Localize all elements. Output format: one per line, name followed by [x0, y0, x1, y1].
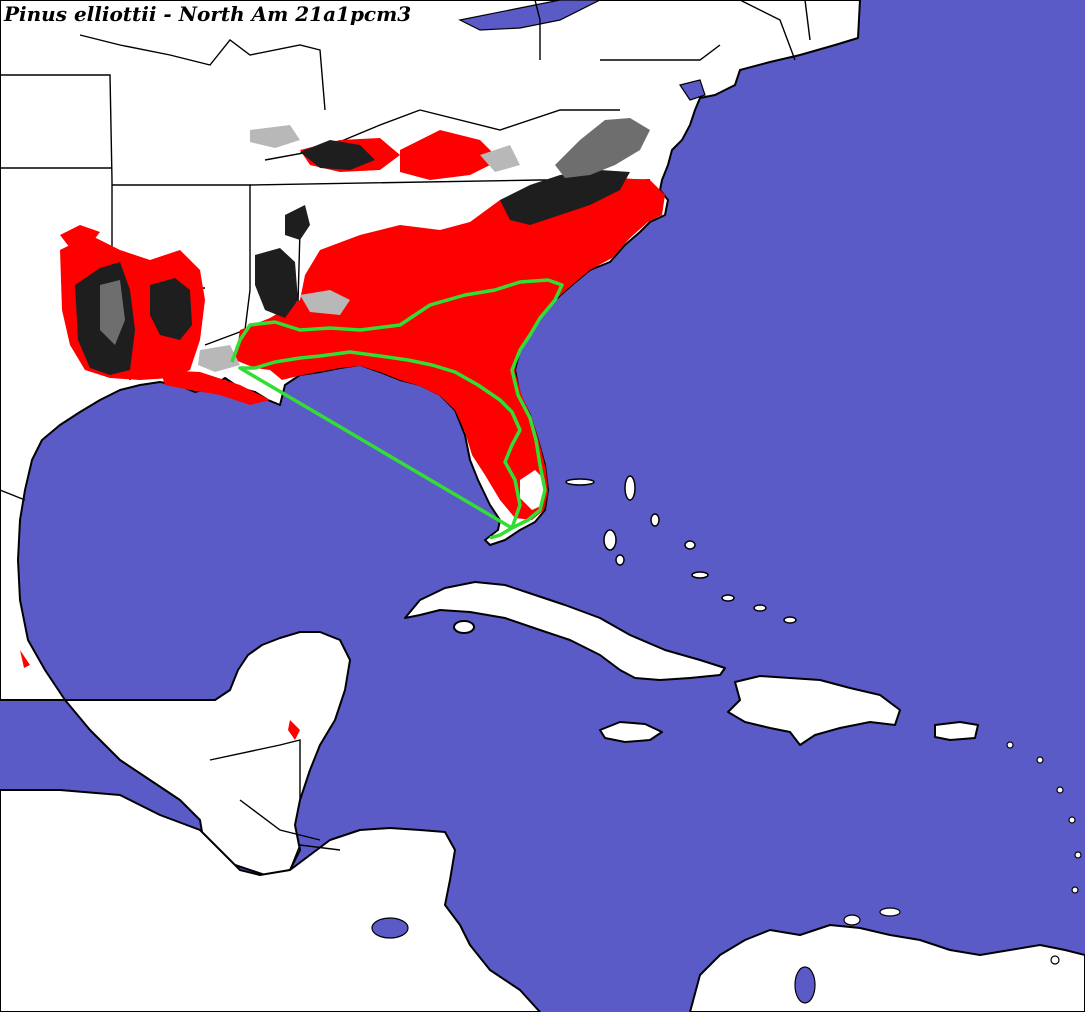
bahamas-islands	[565, 475, 797, 624]
isle-of-youth	[453, 620, 475, 634]
suitable-climate-gray	[100, 118, 650, 345]
suitable-climate-light	[198, 125, 520, 372]
central-america-land	[0, 789, 541, 1012]
puerto-rico-island	[934, 721, 979, 741]
south-florida-gap	[520, 470, 545, 510]
south-america-land	[689, 924, 1085, 1012]
lesser-antilles-islands	[843, 741, 1082, 965]
cuba-island	[404, 581, 726, 681]
jamaica-island	[599, 721, 663, 743]
native-range-outline	[230, 278, 564, 540]
hispaniola-island	[727, 675, 901, 746]
great-lakes	[371, 0, 816, 1004]
